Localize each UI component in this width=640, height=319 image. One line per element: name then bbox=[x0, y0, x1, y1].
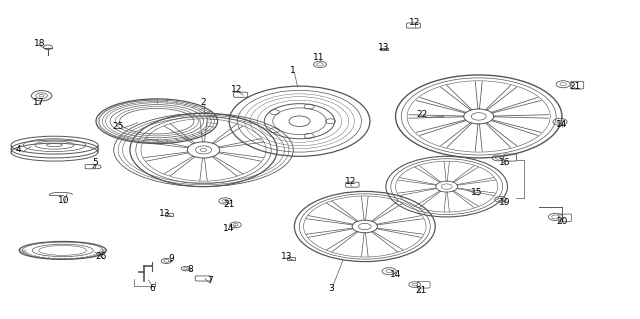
Text: 13: 13 bbox=[378, 43, 390, 52]
Text: 10: 10 bbox=[58, 197, 70, 205]
Text: 2: 2 bbox=[201, 98, 206, 107]
Text: 7: 7 bbox=[207, 276, 212, 285]
Bar bbox=[165, 213, 173, 216]
Text: 14: 14 bbox=[556, 120, 568, 129]
Text: 4: 4 bbox=[15, 145, 20, 154]
Text: 14: 14 bbox=[390, 270, 401, 279]
Bar bbox=[287, 257, 295, 260]
Text: 17: 17 bbox=[33, 98, 44, 107]
Text: 15: 15 bbox=[471, 189, 483, 197]
Text: 13: 13 bbox=[159, 209, 171, 218]
Text: 13: 13 bbox=[281, 252, 292, 261]
Text: 8: 8 bbox=[188, 265, 193, 274]
Text: 11: 11 bbox=[313, 53, 324, 62]
Text: 3: 3 bbox=[329, 284, 334, 293]
Text: 14: 14 bbox=[223, 224, 235, 233]
Text: 12: 12 bbox=[345, 177, 356, 186]
Bar bbox=[380, 48, 388, 50]
Text: 19: 19 bbox=[499, 198, 510, 207]
Text: 5: 5 bbox=[92, 158, 97, 167]
Text: 6: 6 bbox=[150, 284, 155, 293]
Text: 1: 1 bbox=[291, 66, 296, 75]
Text: 20: 20 bbox=[556, 217, 568, 226]
Text: 21: 21 bbox=[223, 200, 235, 209]
Text: 16: 16 bbox=[499, 158, 510, 167]
Text: 25: 25 bbox=[113, 122, 124, 130]
Text: 12: 12 bbox=[231, 85, 243, 94]
Text: 21: 21 bbox=[569, 82, 580, 91]
Text: 26: 26 bbox=[95, 252, 107, 261]
Text: 21: 21 bbox=[415, 286, 427, 295]
Text: 22: 22 bbox=[417, 110, 428, 119]
Text: 18: 18 bbox=[34, 39, 45, 48]
Text: 9: 9 bbox=[169, 254, 174, 263]
Text: 12: 12 bbox=[409, 18, 420, 27]
